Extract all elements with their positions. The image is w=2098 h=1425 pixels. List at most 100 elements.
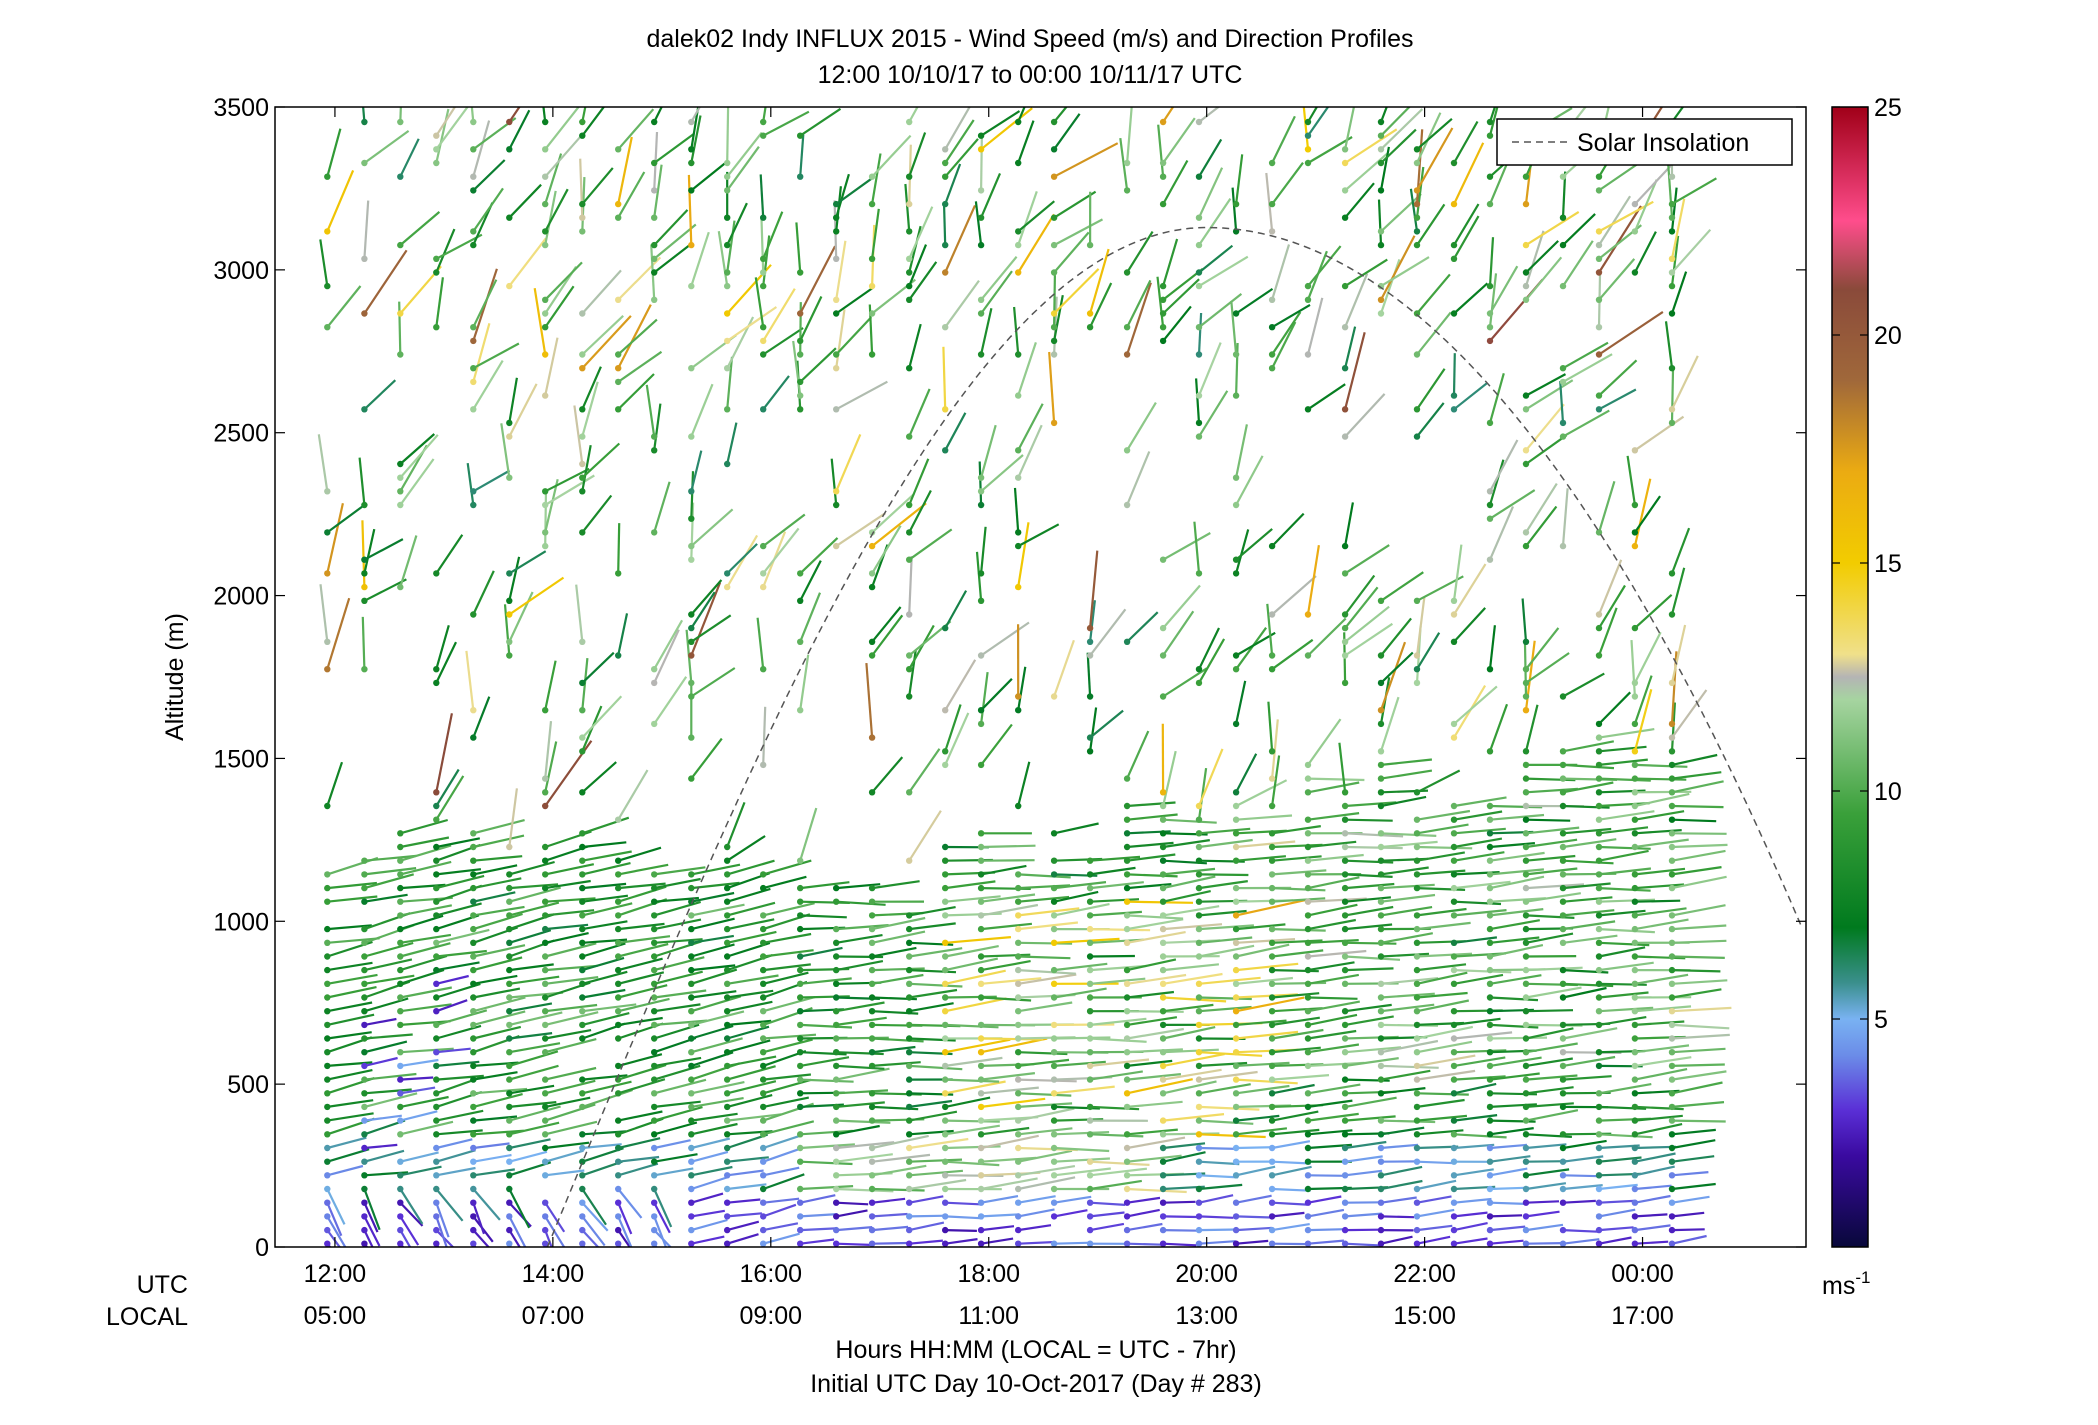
- wind-barb-shaft: [1053, 268, 1100, 315]
- wind-barb-dot: [579, 200, 586, 208]
- wind-barb-shaft: [980, 1195, 1019, 1204]
- wind-barb-dot: [977, 597, 985, 604]
- wind-barb-shaft: [1090, 855, 1141, 862]
- y-axis-label: Altitude (m): [161, 613, 189, 741]
- wind-barb-shaft: [1671, 1171, 1709, 1177]
- wind-barb-dot: [977, 214, 985, 221]
- wind-barb-dot: [942, 980, 949, 987]
- wind-barb-shaft: [653, 403, 662, 451]
- wind-barb-shaft: [1380, 883, 1435, 890]
- wind-barb-dot: [760, 1158, 767, 1165]
- wind-barb-dot: [977, 351, 985, 358]
- wind-barb-shaft: [508, 377, 518, 424]
- wind-barb-dot: [760, 980, 767, 987]
- wind-barb-shaft: [363, 1188, 381, 1231]
- wind-barb-shaft: [980, 256, 1018, 301]
- wind-barb-dot: [906, 173, 913, 180]
- wind-barb-shaft: [1345, 1115, 1396, 1122]
- wind-barb-shaft: [908, 225, 922, 273]
- wind-barb-dot: [1595, 912, 1603, 919]
- wind-barb-shaft: [1489, 1023, 1539, 1029]
- wind-barb-dot: [906, 693, 913, 700]
- wind-barb-dot: [1522, 1103, 1530, 1111]
- wind-barb-shaft: [1272, 887, 1326, 892]
- wind-barb-shaft: [871, 153, 882, 205]
- wind-barb-dot: [1015, 583, 1022, 591]
- wind-barb-shaft: [1272, 1074, 1330, 1081]
- wind-barb-dot: [1486, 173, 1494, 180]
- wind-barb-shaft: [1453, 215, 1480, 260]
- wind-barb-dot: [1668, 1185, 1676, 1193]
- wind-barb-shaft: [980, 132, 983, 191]
- wind-barb-shaft: [1416, 1040, 1473, 1054]
- wind-barb-shaft: [1416, 1179, 1457, 1191]
- wind-barb-dot: [542, 789, 549, 796]
- wind-barb-dot: [688, 980, 695, 987]
- wind-barb-shaft: [1598, 946, 1646, 958]
- wind-barb-shaft: [1235, 528, 1273, 561]
- wind-barb-shaft: [1416, 127, 1454, 191]
- wind-barb-dot: [433, 802, 440, 810]
- wind-barb-dot: [1195, 912, 1203, 919]
- wind-barb-shaft: [1162, 584, 1201, 629]
- wind-barb-shaft: [1018, 955, 1071, 960]
- wind-barb-shaft: [1598, 928, 1655, 934]
- wind-barb-dot: [1522, 980, 1530, 987]
- wind-barb-shaft: [871, 1045, 916, 1054]
- wind-barb-shaft: [830, 458, 838, 506]
- wind-barb-dot: [1341, 146, 1349, 153]
- wind-barb-dot: [760, 351, 767, 358]
- wind-barb-shaft: [945, 1056, 1003, 1067]
- wind-barb-dot: [1086, 638, 1094, 645]
- wind-barb-dot: [651, 666, 658, 673]
- wind-barb-shaft: [691, 891, 735, 903]
- wind-barb-shaft: [435, 1229, 455, 1247]
- wind-barb-shaft: [1090, 898, 1140, 903]
- wind-barb-dot: [579, 310, 586, 317]
- wind-barb-dot: [906, 1117, 913, 1124]
- wind-barb-dot: [1631, 925, 1639, 933]
- wind-barb-dot: [724, 282, 731, 290]
- wind-barb-dot: [760, 1008, 767, 1015]
- wind-barb-dot: [470, 980, 477, 987]
- wind-barb-shaft: [1345, 1212, 1382, 1218]
- wind-barb-shaft: [1453, 900, 1502, 906]
- wind-barb-dot: [1486, 1049, 1494, 1056]
- wind-barb-dot: [397, 1117, 404, 1124]
- wind-barb-shaft: [1562, 1229, 1598, 1233]
- wind-barb-shaft: [1634, 1152, 1676, 1163]
- wind-barb-dot: [1159, 1008, 1167, 1015]
- wind-barb-shaft: [654, 1056, 702, 1067]
- wind-barb-shaft: [617, 613, 629, 656]
- x-tick-label-local: 05:00: [304, 1302, 367, 1330]
- wind-barb-shaft: [435, 1009, 488, 1026]
- wind-barb-dot: [1631, 720, 1639, 728]
- wind-barb-shaft: [1562, 827, 1612, 835]
- wind-barb-dot: [1486, 1117, 1494, 1124]
- wind-barb-dot: [1304, 939, 1312, 946]
- wind-barb-shaft: [835, 960, 884, 972]
- wind-barb-dot: [1195, 1035, 1203, 1042]
- wind-barb-shaft: [1089, 881, 1144, 890]
- wind-barb-shaft: [1127, 883, 1172, 890]
- wind-barb-shaft: [653, 676, 688, 725]
- wind-barb-dot: [1413, 1144, 1421, 1152]
- wind-barb-shaft: [1235, 962, 1299, 972]
- wind-barb-shaft: [653, 918, 702, 931]
- wind-barb-dot: [324, 1185, 331, 1193]
- wind-barb-dot: [1232, 720, 1240, 728]
- wind-barb-dot: [724, 570, 731, 577]
- wind-barb-shaft: [762, 1232, 800, 1245]
- wind-barb-dot: [1413, 1021, 1421, 1029]
- wind-barb-dot: [1595, 939, 1603, 946]
- wind-barb-dot: [1450, 802, 1458, 810]
- wind-barb-shaft: [871, 134, 912, 178]
- wind-barb-shaft: [617, 863, 669, 876]
- wind-barb-dot: [1522, 447, 1530, 454]
- wind-barb-dot: [942, 857, 949, 864]
- wind-barb-shaft: [1235, 154, 1244, 205]
- wind-barb-shaft: [436, 1166, 476, 1177]
- wind-barb-dot: [797, 570, 804, 577]
- wind-barb-dot: [1486, 515, 1494, 522]
- wind-barb-dot: [506, 1062, 513, 1070]
